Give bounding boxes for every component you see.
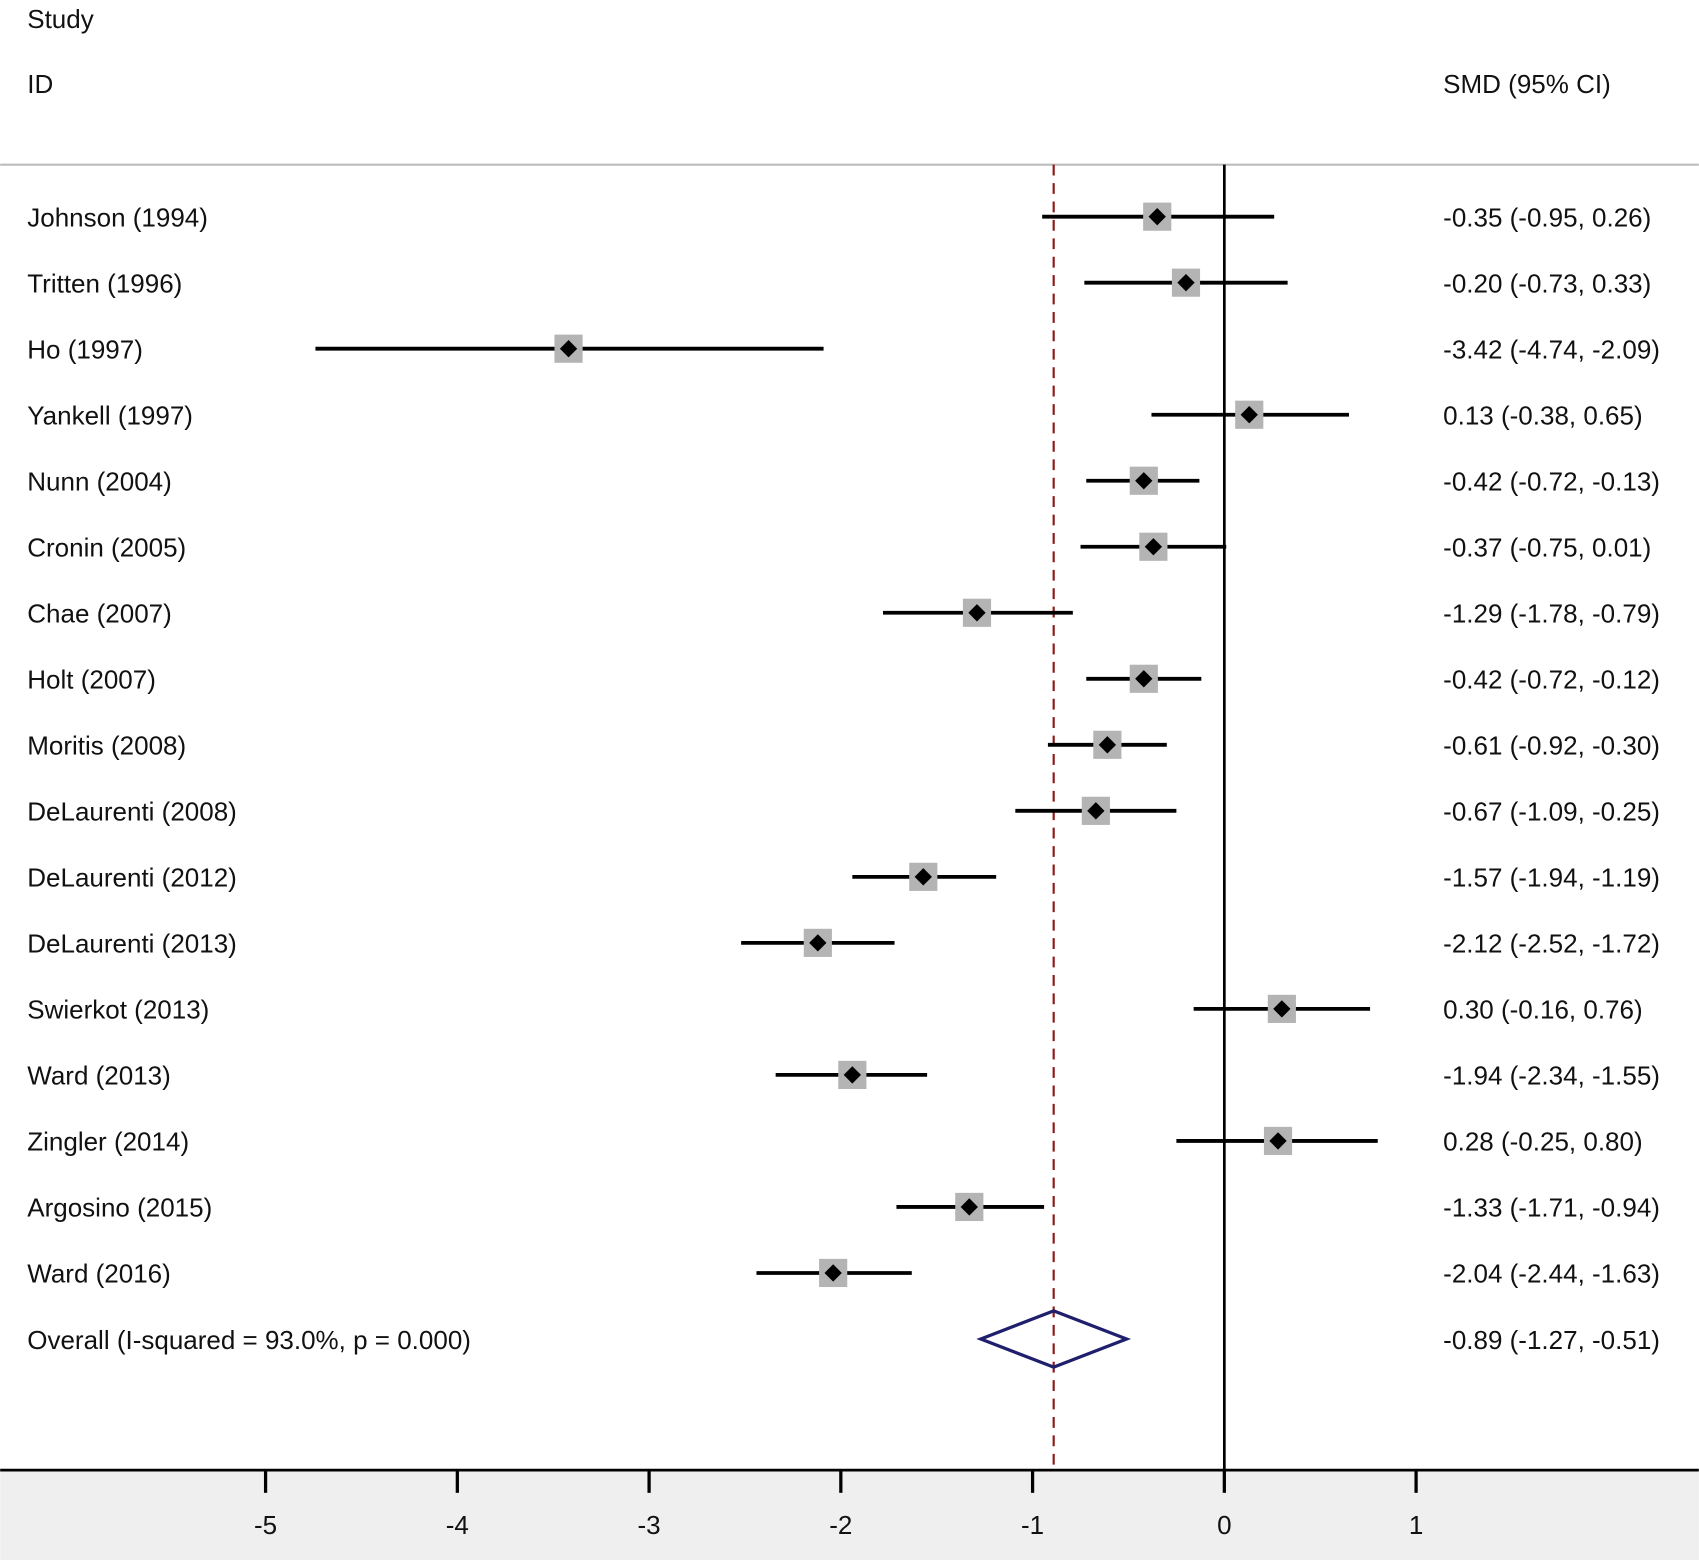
header-study: Study [27,4,94,34]
point-estimate [559,340,578,358]
study-smd-label: -0.35 (-0.95, 0.26) [1443,202,1651,232]
study-name: Yankell (1997) [27,400,193,430]
study-smd-label: 0.13 (-0.38, 0.65) [1443,400,1642,430]
study-name: Johnson (1994) [27,202,208,232]
point-estimate [824,1264,842,1282]
study-smd-label: -3.42 (-4.74, -2.09) [1443,334,1660,364]
study-smd-label: -2.04 (-2.44, -1.63) [1443,1259,1660,1289]
x-tick-label: -5 [254,1510,277,1540]
x-tick-label: 0 [1217,1510,1231,1540]
point-estimate [809,934,827,952]
study-smd-label: -0.61 (-0.92, -0.30) [1443,731,1660,761]
point-estimate [1148,208,1166,226]
point-estimate [1269,1132,1287,1150]
overall-name: Overall (I-squared = 93.0%, p = 0.000) [27,1325,471,1355]
overall-smd-label: -0.89 (-1.27, -0.51) [1443,1325,1660,1355]
header-smd: SMD (95% CI) [1443,69,1611,99]
study-name: Nunn (2004) [27,466,172,496]
point-estimate [968,604,986,622]
point-estimate [960,1198,978,1216]
study-name: Ward (2016) [27,1259,171,1289]
study-smd-label: -0.37 (-0.75, 0.01) [1443,533,1651,563]
study-name: Cronin (2005) [27,533,186,563]
study-smd-label: -0.42 (-0.72, -0.13) [1443,466,1660,496]
x-tick-label: -3 [638,1510,661,1540]
point-estimate [1273,1000,1291,1018]
study-smd-label: -0.67 (-1.09, -0.25) [1443,797,1660,827]
x-tick-label: -4 [446,1510,469,1540]
x-tick-label: 1 [1409,1510,1423,1540]
study-name: Ho (1997) [27,334,143,364]
study-smd-label: -1.57 (-1.94, -1.19) [1443,863,1660,893]
study-name: Zingler (2014) [27,1127,189,1157]
point-estimate [1135,472,1153,490]
study-smd-label: 0.30 (-0.16, 0.76) [1443,995,1642,1025]
study-smd-label: -1.29 (-1.78, -0.79) [1443,599,1660,629]
overall-diamond [976,1309,1132,1369]
point-estimate [914,868,932,886]
x-tick-label: -2 [829,1510,852,1540]
study-name: Ward (2013) [27,1061,171,1091]
point-estimate [843,1066,862,1084]
study-smd-label: -0.42 (-0.72, -0.12) [1443,665,1660,695]
study-name: DeLaurenti (2012) [27,863,237,893]
point-estimate [1177,274,1195,292]
study-name: Holt (2007) [27,665,156,695]
study-name: DeLaurenti (2013) [27,929,237,959]
study-name: Tritten (1996) [27,268,182,298]
study-name: Chae (2007) [27,599,172,629]
study-smd-label: 0.28 (-0.25, 0.80) [1443,1127,1642,1157]
point-estimate [1240,406,1258,424]
point-estimate [1087,802,1105,820]
study-smd-label: -0.20 (-0.73, 0.33) [1443,268,1651,298]
study-smd-label: -2.12 (-2.52, -1.72) [1443,929,1660,959]
study-name: Moritis (2008) [27,731,186,761]
study-name: Swierkot (2013) [27,995,209,1025]
study-smd-label: -1.33 (-1.71, -0.94) [1443,1193,1660,1223]
header-id: ID [27,69,53,99]
x-tick-label: -1 [1021,1510,1044,1540]
study-smd-label: -1.94 (-2.34, -1.55) [1443,1061,1660,1091]
point-estimate [1135,670,1153,688]
study-name: DeLaurenti (2008) [27,797,237,827]
study-name: Argosino (2015) [27,1193,212,1223]
